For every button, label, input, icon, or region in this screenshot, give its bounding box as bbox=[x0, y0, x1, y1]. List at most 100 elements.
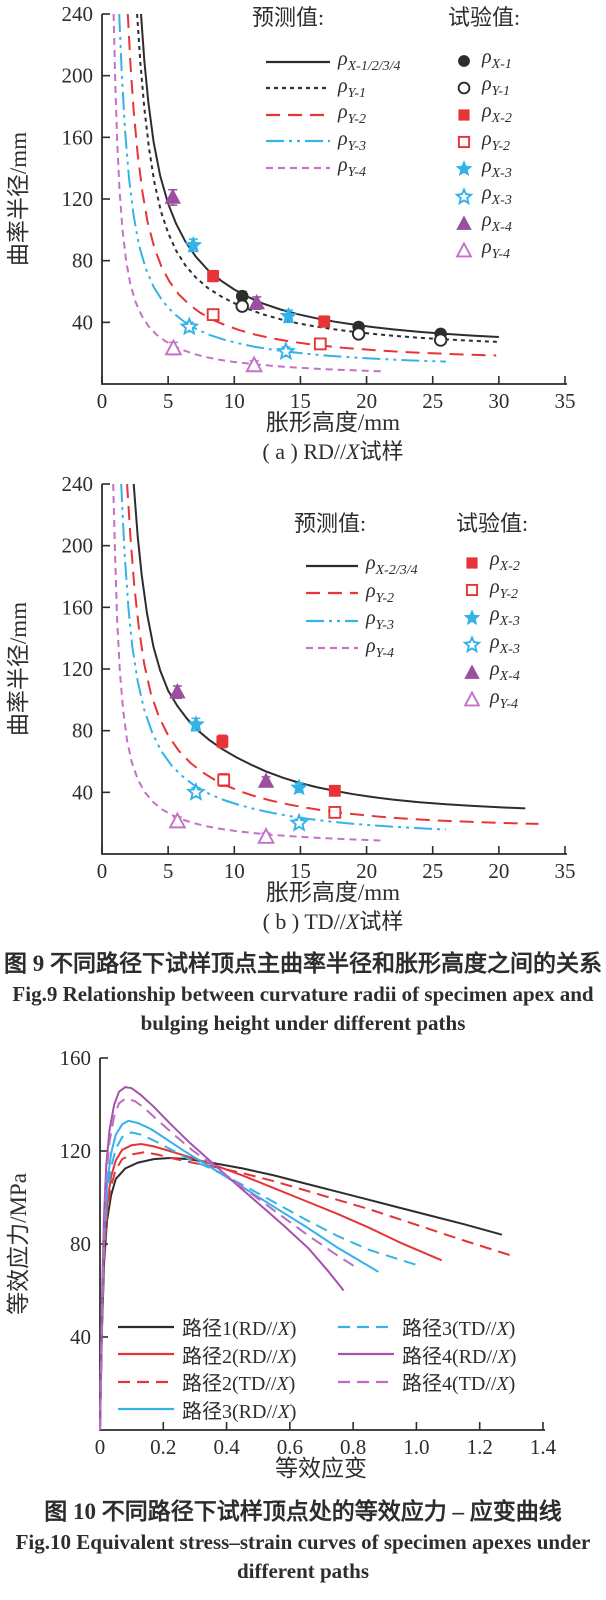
figure10-caption: 图 10 不同路径下试样顶点处的等效应力 – 应变曲线 Fig.10 Equiv… bbox=[0, 1496, 606, 1596]
fig10-xlabel: 等效应变 bbox=[275, 1456, 367, 1481]
x-tick-label: 20 bbox=[356, 389, 377, 413]
markers-ρ_Y-2 bbox=[217, 773, 342, 819]
fig9b-plot: 0 5 10 15 20 25 20 35 40 80 120 160 200 240 曲率半径/mm bbox=[6, 472, 576, 883]
marker-ρ_X-3b bbox=[179, 316, 200, 336]
x-tick-label: 1.0 bbox=[403, 1435, 429, 1459]
curve-路径4(TD//X) bbox=[99, 1097, 361, 1431]
legend-line-sample bbox=[118, 1407, 174, 1411]
circle-legend-icon bbox=[457, 81, 471, 95]
curve-ρ_Y-2 bbox=[126, 483, 539, 825]
legend-entry: ρY-4 bbox=[462, 686, 518, 713]
star-legend-icon bbox=[463, 608, 481, 625]
legend-entry: 路径2(RD//X) bbox=[118, 1340, 296, 1369]
marker-ρ_X-4 bbox=[248, 294, 265, 310]
legend-entry-label: ρY-2 bbox=[338, 101, 367, 127]
y-tick-label: 40 bbox=[72, 780, 93, 804]
legend-line-sample bbox=[266, 113, 330, 116]
triangle-legend-icon bbox=[455, 241, 473, 258]
marker-ρ_Y-1 bbox=[235, 299, 249, 313]
y-tick-label: 160 bbox=[62, 595, 94, 619]
x-tick-label: 10 bbox=[224, 389, 245, 413]
legend-entry: 路径4(TD//X) bbox=[338, 1367, 515, 1396]
fig9a-legend-predicted: 预测值: ρX-1/2/3/4 ρY-1 ρY-2 ρY-3 ρY-4 bbox=[252, 6, 401, 181]
markers-ρ_X-3 bbox=[184, 235, 298, 324]
square-legend-icon bbox=[458, 109, 470, 121]
legend-entry-label: ρY-1 bbox=[482, 73, 511, 100]
star-legend-icon bbox=[454, 186, 474, 205]
square-marker bbox=[465, 583, 479, 597]
triangle-marker bbox=[455, 241, 473, 258]
figure9b: 0 5 10 15 20 25 20 35 40 80 120 160 200 240 曲率半径/mm 胀形… bbox=[0, 470, 606, 942]
x-tick-label: 1.2 bbox=[467, 1435, 493, 1459]
legend-entry-label: ρY-2 bbox=[482, 127, 511, 154]
curve-路径3(TD//X) bbox=[99, 1131, 417, 1431]
fig9-caption-en-line1: Fig.9 Relationship between curvature rad… bbox=[12, 982, 594, 1006]
legend-entry: ρX-4 bbox=[462, 658, 520, 685]
square-marker bbox=[457, 136, 471, 149]
curve-路径2(TD//X) bbox=[99, 1151, 512, 1431]
legend-entry: ρY-1 bbox=[454, 73, 510, 100]
x-tick-label: 0 bbox=[95, 1435, 106, 1459]
fig9-caption-zh: 图 9 不同路径下试样顶点主曲率半径和胀形高度之间的关系 bbox=[4, 951, 602, 976]
legend-line-sample bbox=[306, 591, 358, 595]
square-legend-icon bbox=[466, 556, 478, 569]
legend-entry: 路径2(TD//X) bbox=[118, 1367, 295, 1396]
legend-entry-label: ρX-1/2/3/4 bbox=[338, 48, 401, 74]
legend-entry: 路径1(RD//X) bbox=[118, 1312, 296, 1341]
curve-路径4(RD//X) bbox=[99, 1086, 345, 1431]
legend-entry: ρX-4 bbox=[454, 209, 512, 236]
legend-entry: ρX-3 bbox=[462, 631, 520, 658]
x-tick-label: 10 bbox=[224, 859, 245, 883]
legend-entry-label: 路径2(TD//X) bbox=[182, 1373, 296, 1395]
markers-ρ_X-2 bbox=[216, 734, 341, 797]
markers-ρ_X-3b bbox=[179, 316, 296, 361]
circle-marker bbox=[457, 81, 471, 95]
legend-entry: ρY-3 bbox=[266, 128, 366, 155]
legend-entry: ρY-2 bbox=[454, 128, 510, 155]
legend-entry: ρY-1 bbox=[266, 75, 366, 102]
legend-entry-label: 路径4(TD//X) bbox=[402, 1373, 516, 1395]
figure9-caption: 图 9 不同路径下试样顶点主曲率半径和胀形高度之间的关系 Fig.9 Relat… bbox=[0, 948, 606, 1044]
fig9b-legend-predicted-header: 预测值: bbox=[294, 511, 367, 536]
x-tick-label: 35 bbox=[555, 389, 576, 413]
x-tick-label: 25 bbox=[422, 859, 443, 883]
legend-entry: ρY-4 bbox=[266, 154, 366, 181]
markers-ρ_Y-4 bbox=[164, 338, 264, 373]
legend-entry-label: ρX-2/3/4 bbox=[366, 552, 418, 578]
legend-entry: ρX-2/3/4 bbox=[306, 552, 418, 579]
square-legend-icon bbox=[465, 583, 479, 597]
marker-ρ_X-2 bbox=[216, 735, 229, 748]
fig9-caption-en-line2: bulging height under different paths bbox=[140, 1011, 466, 1035]
triangle-legend-icon bbox=[463, 690, 481, 707]
y-axis-title: 曲率半径/mm bbox=[6, 132, 31, 266]
markers-ρ_Y-2 bbox=[206, 308, 327, 351]
legend-line-sample bbox=[306, 564, 358, 567]
legend-entry-label: 路径1(RD//X) bbox=[182, 1318, 297, 1340]
fig9b-xlabel: 胀形高度/mm bbox=[265, 880, 401, 905]
legend-entry: 路径4(RD//X) bbox=[338, 1340, 516, 1369]
marker-ρ_X-3 bbox=[290, 778, 308, 796]
triangle-legend-icon bbox=[464, 663, 480, 679]
curve-ρ_Y-3 bbox=[120, 483, 446, 831]
y-tick-label: 240 bbox=[62, 472, 94, 496]
star-legend-icon bbox=[455, 160, 473, 177]
marker-ρ_Y-2 bbox=[217, 773, 231, 787]
legend-entry-label: ρX-3 bbox=[482, 154, 512, 181]
marker-ρ_X-3b bbox=[185, 781, 206, 801]
square-marker bbox=[466, 556, 478, 569]
legend-entry-label: ρY-4 bbox=[490, 685, 519, 712]
legend-entry: ρY-4 bbox=[454, 236, 510, 263]
fig9b-legend-experimental-header: 试验值: bbox=[456, 511, 529, 536]
x-tick-label: 20 bbox=[356, 859, 377, 883]
x-tick-label: 20 bbox=[488, 859, 509, 883]
star-marker bbox=[454, 186, 474, 205]
legend-entry-label: ρX-4 bbox=[490, 658, 520, 684]
legend-entry: ρX-2 bbox=[462, 548, 520, 575]
marker-ρ_Y-1 bbox=[433, 333, 448, 347]
fig9b-legend-predicted: 预测值: ρX-2/3/4 ρY-2 ρY-3 ρY-4 bbox=[294, 511, 418, 661]
legend-entry-label: ρX-3 bbox=[482, 182, 512, 208]
legend-line-sample bbox=[118, 1352, 174, 1356]
star-marker bbox=[462, 635, 482, 654]
marker-ρ_X-3 bbox=[184, 235, 203, 253]
legend-line-sample bbox=[306, 646, 358, 650]
